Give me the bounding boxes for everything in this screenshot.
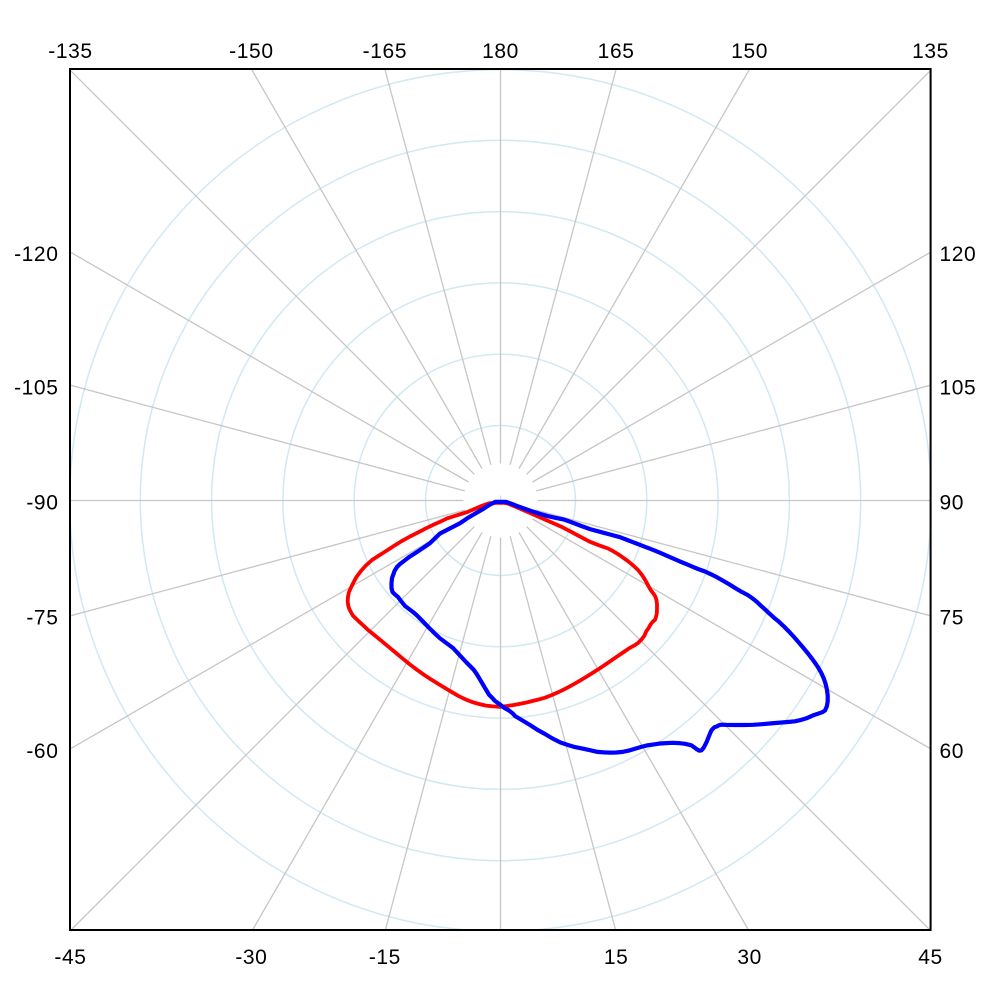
svg-text:165: 165: [598, 40, 635, 63]
svg-text:105: 105: [940, 376, 977, 399]
svg-text:-15: -15: [369, 946, 401, 969]
svg-text:-45: -45: [54, 946, 86, 969]
svg-text:-165: -165: [363, 40, 407, 63]
svg-text:-150: -150: [229, 40, 273, 63]
svg-text:-90: -90: [26, 492, 58, 515]
svg-text:30: 30: [737, 946, 762, 969]
svg-text:120: 120: [940, 243, 977, 266]
svg-text:15: 15: [604, 946, 629, 969]
svg-text:-120: -120: [14, 243, 58, 266]
svg-text:-60: -60: [26, 740, 58, 763]
svg-text:75: 75: [940, 607, 965, 630]
svg-text:150: 150: [731, 40, 768, 63]
svg-text:-30: -30: [235, 946, 267, 969]
svg-text:135: 135: [912, 40, 949, 63]
svg-text:90: 90: [940, 492, 965, 515]
svg-text:-135: -135: [48, 40, 92, 63]
svg-text:180: 180: [482, 40, 519, 63]
svg-text:60: 60: [940, 740, 965, 763]
svg-text:-105: -105: [14, 376, 58, 399]
svg-text:45: 45: [918, 946, 943, 969]
svg-text:-75: -75: [26, 607, 58, 630]
